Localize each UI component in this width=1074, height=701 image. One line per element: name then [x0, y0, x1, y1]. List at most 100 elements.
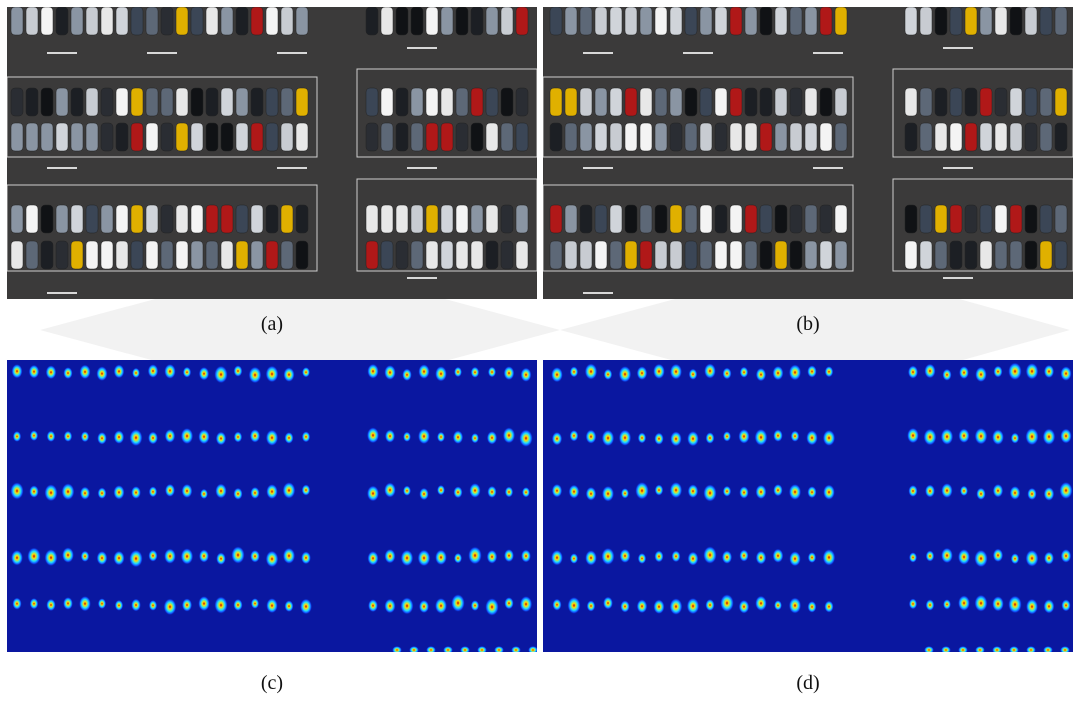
car	[381, 88, 393, 116]
density-blob	[13, 431, 22, 442]
density-blob	[772, 549, 783, 563]
car	[760, 205, 772, 233]
density-blob	[164, 364, 176, 379]
car	[486, 205, 498, 233]
density-blob	[129, 550, 143, 568]
density-blob	[132, 368, 140, 378]
density-blob	[11, 364, 22, 379]
density-blob	[773, 429, 783, 442]
car	[101, 7, 113, 35]
car	[595, 205, 607, 233]
density-blob	[199, 367, 210, 381]
density-blob	[909, 598, 917, 609]
car	[176, 88, 188, 116]
car	[426, 7, 438, 35]
car	[206, 241, 218, 269]
density-blob	[807, 601, 816, 613]
car	[655, 7, 667, 35]
density-blob	[165, 484, 175, 497]
car	[41, 88, 53, 116]
car	[101, 88, 113, 116]
density-blob	[81, 551, 90, 562]
density-blob	[165, 429, 176, 443]
density-blob	[384, 365, 396, 380]
car	[26, 241, 38, 269]
density-blob	[451, 594, 465, 612]
density-blob	[774, 600, 782, 610]
density-blob	[29, 485, 39, 498]
car	[101, 241, 113, 269]
car	[580, 7, 592, 35]
car	[905, 123, 917, 151]
car	[805, 241, 817, 269]
car	[206, 88, 218, 116]
density-blob	[655, 484, 664, 495]
density-blob	[435, 366, 447, 382]
density-blob	[46, 365, 57, 379]
car	[550, 7, 562, 35]
density-blob	[974, 428, 987, 445]
density-blob	[958, 428, 969, 443]
car	[26, 7, 38, 35]
density-blob	[384, 599, 395, 614]
density-blob	[669, 598, 682, 615]
density-blob	[992, 596, 1004, 612]
car	[366, 7, 378, 35]
density-blob	[183, 367, 192, 378]
density-blob	[739, 486, 749, 499]
car	[281, 88, 293, 116]
density-blob	[453, 430, 464, 444]
density-blob	[824, 601, 833, 613]
density-blob	[1025, 550, 1038, 567]
density-blob	[115, 600, 124, 611]
density-blob	[823, 484, 835, 500]
car	[56, 88, 68, 116]
car	[11, 205, 23, 233]
density-blob	[367, 364, 379, 379]
car	[670, 241, 682, 269]
car	[161, 7, 173, 35]
density-blob	[569, 485, 580, 499]
road-arrow	[583, 52, 613, 54]
car	[730, 123, 742, 151]
road-arrow	[47, 167, 77, 169]
car	[950, 205, 962, 233]
density-blob	[975, 367, 987, 383]
car	[236, 7, 248, 35]
density-blob	[435, 598, 447, 614]
car	[426, 123, 438, 151]
density-blob	[250, 487, 259, 499]
density-blob	[619, 429, 632, 446]
car	[86, 123, 98, 151]
car	[176, 241, 188, 269]
car	[396, 7, 408, 35]
density-blob	[113, 485, 124, 500]
density-blob	[471, 367, 480, 378]
car	[1025, 7, 1037, 35]
car	[640, 205, 652, 233]
car	[236, 123, 248, 151]
car	[206, 7, 218, 35]
density-blob	[403, 432, 411, 442]
caption: (b)	[543, 313, 1073, 336]
car	[501, 241, 513, 269]
car	[161, 241, 173, 269]
car	[501, 205, 513, 233]
car	[1010, 241, 1022, 269]
density-blob	[284, 600, 293, 612]
car	[1025, 123, 1037, 151]
density-blob	[670, 364, 682, 380]
road-arrow	[147, 52, 177, 54]
car	[760, 88, 772, 116]
density-blob	[791, 430, 800, 441]
road-arrow	[277, 167, 307, 169]
density-blob	[923, 428, 936, 445]
density-blob	[704, 363, 716, 379]
car	[935, 7, 947, 35]
density-blob	[200, 489, 208, 499]
density-blob	[504, 549, 514, 562]
density-blob	[437, 432, 445, 443]
density-blob	[941, 483, 953, 498]
density-blob	[993, 366, 1002, 378]
car	[655, 241, 667, 269]
